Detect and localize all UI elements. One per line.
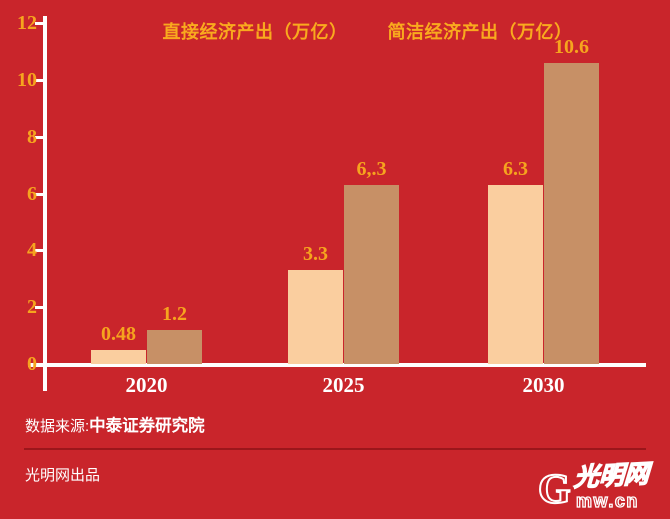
bar-2020-series2 [147,329,202,364]
gmw-logo-script: 光明网 [573,459,651,493]
value-label-2020-series2: 1.2 [162,302,187,325]
y-tick [35,135,44,139]
bar-2030-series1 [488,184,543,364]
y-tick [35,192,44,196]
y-axis-line [43,16,47,391]
x-axis-line [28,363,646,367]
legend-indirect-output: 简洁经济产出（万亿） [387,22,573,42]
y-tick [35,22,44,25]
x-axis-label-2025: 2025 [322,373,365,397]
x-axis-label-2030: 2030 [522,373,565,397]
producer-label: 光明网出品 [25,467,101,484]
y-tick [35,78,44,82]
y-tick-label: 2 [27,296,37,319]
x-axis-label-2020: 2020 [125,373,168,397]
y-tick [35,249,44,253]
value-label-2025-series1: 3.3 [303,243,328,266]
gmw-logo-g-icon: G [537,467,572,513]
y-tick-label: 10 [17,68,37,91]
data-source-label: 数据来源: [25,418,90,435]
y-tick-label: 0 [27,353,37,375]
value-label-2030-series1: 6.3 [503,157,528,180]
data-source-name: 中泰证券研究院 [89,417,205,435]
y-tick [35,306,44,310]
y-tick [35,363,44,366]
value-label-2020-series1: 0.48 [101,323,136,346]
y-tick-label: 6 [27,182,37,205]
y-tick-label: 12 [17,12,37,34]
bar-2030-series2 [544,62,599,364]
bar-2025-series1 [288,270,343,364]
gmw-logo-domain: mw.cn [575,490,639,511]
value-label-2030-series2: 10.6 [554,35,589,58]
y-tick-label: 4 [27,239,37,262]
bar-2025-series2 [344,184,399,364]
gmw-logo: G 光明网 mw.cn [537,459,664,516]
data-source-line: 数据来源:中泰证券研究院 [25,415,205,438]
legend-direct-output: 直接经济产出（万亿） [162,22,348,42]
y-tick-label: 8 [27,125,37,148]
footer-divider [24,448,646,450]
value-label-2025-series2: 6,.3 [356,157,387,180]
bar-2020-series1 [91,350,146,364]
